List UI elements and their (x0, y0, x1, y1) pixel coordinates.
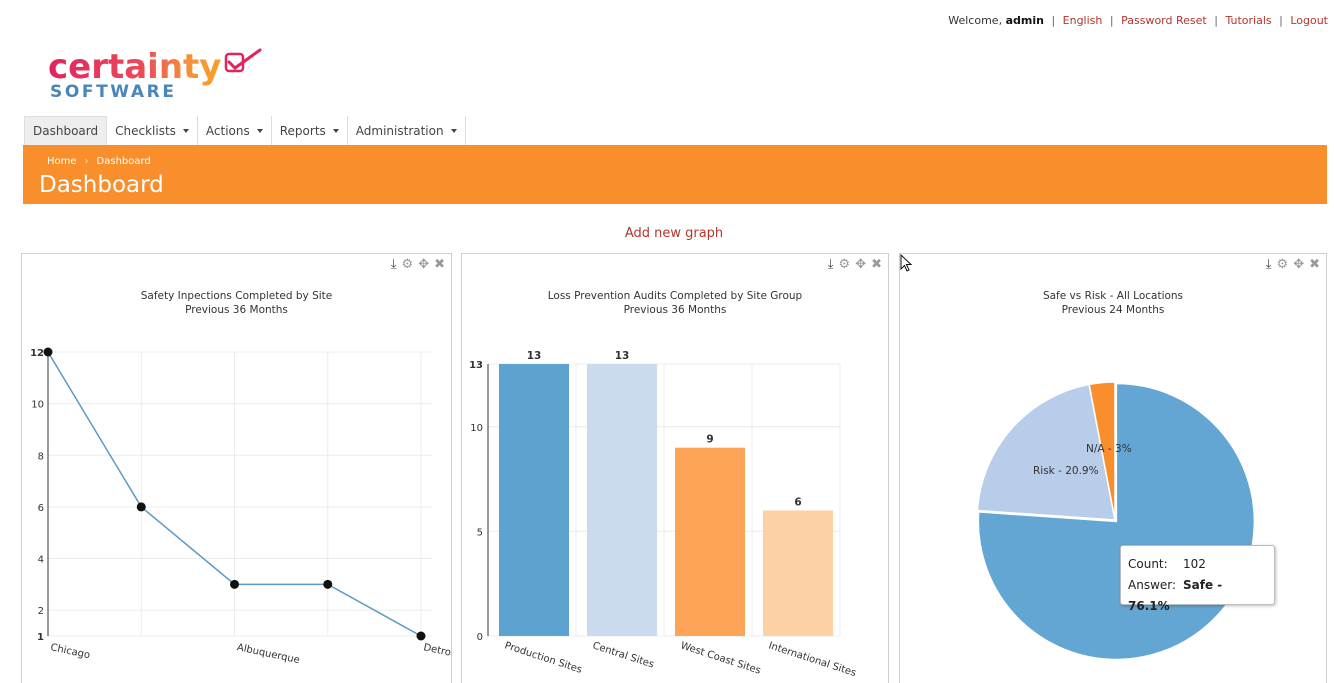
nav-administration[interactable]: Administration (347, 116, 466, 145)
x-tick-label: West Coast Sites (679, 640, 762, 676)
breadcrumb-current: Dashboard (96, 156, 151, 167)
bar-value-label: 9 (706, 434, 713, 446)
y-tick-label: 13 (469, 360, 483, 371)
breadcrumb-separator-icon: › (84, 156, 89, 167)
download-icon[interactable]: ⤓ (390, 257, 397, 272)
y-tick-label: 1 (37, 632, 44, 643)
pie-label-na: N/A - 3% (1086, 443, 1132, 455)
bar (587, 364, 657, 636)
nav-dashboard[interactable]: Dashboard (24, 116, 108, 145)
x-tick-label: Chicago (49, 642, 91, 661)
pie-slice (1088, 381, 1116, 521)
welcome-text: Welcome, admin (948, 14, 1044, 27)
move-icon[interactable]: ✥ (855, 257, 867, 272)
bar-chart: 0 5 10 13 13 Production Sites 13 Central Sites 9… (469, 350, 857, 679)
move-icon[interactable]: ✥ (418, 257, 430, 272)
tooltip-count-value: 102 (1183, 557, 1206, 571)
caret-down-icon (256, 128, 263, 133)
bar (675, 447, 745, 636)
bar-value-label: 6 (794, 496, 801, 508)
move-icon[interactable]: ✥ (1293, 257, 1305, 272)
x-tick-label: Central Sites (591, 640, 655, 670)
pie-label-risk: Risk - 20.9% (1033, 465, 1099, 477)
language-link[interactable]: English (1062, 14, 1103, 27)
page-title: Dashboard (39, 172, 164, 198)
mouse-cursor-icon (900, 254, 912, 272)
x-tick-label: Production Sites (503, 640, 583, 675)
tutorials-link[interactable]: Tutorials (1225, 14, 1272, 27)
chart-panel-safety-inspections: ⤓ ⚙ ✥ ✖ Safety Inpections Completed by S… (21, 253, 452, 683)
logout-link[interactable]: Logout (1290, 14, 1328, 27)
bar-value-label: 13 (615, 350, 630, 362)
logo-subtitle: SOFTWARE (50, 82, 177, 102)
chart-title: Safe vs Risk - All Locations Previous 24 … (1042, 290, 1184, 316)
data-point (136, 502, 146, 512)
settings-icon[interactable]: ⚙ (401, 257, 414, 272)
nav-reports[interactable]: Reports (271, 116, 348, 145)
y-tick-label: 4 (38, 555, 44, 566)
tooltip-count-label: Count: (1128, 557, 1168, 571)
caret-down-icon (332, 128, 339, 133)
bar (499, 364, 569, 636)
nav-actions[interactable]: Actions (197, 116, 272, 145)
download-icon[interactable]: ⤓ (1265, 257, 1272, 272)
logo-graphic: certainty (48, 47, 262, 87)
chart-panel-loss-prevention: ⤓ ⚙ ✥ ✖ Loss Prevention Audits Completed… (461, 253, 889, 683)
password-reset-link[interactable]: Password Reset (1121, 14, 1207, 27)
pie-slice (976, 383, 1116, 521)
x-tick-label: Detro (422, 642, 451, 659)
close-icon[interactable]: ✖ (434, 257, 445, 272)
bar (763, 510, 833, 636)
add-new-graph-link[interactable]: Add new graph (624, 226, 724, 241)
panel-toolbar: ⤓ ⚙ ✥ ✖ (1266, 257, 1320, 273)
tooltip-answer-value: Safe - 76.1% (1128, 578, 1223, 613)
chart-panel-safe-vs-risk: ⤓ ⚙ ✥ ✖ Safe vs Risk - All Locations Prev… (899, 253, 1327, 683)
download-icon[interactable]: ⤓ (827, 257, 834, 272)
page-header-banner: Home › Dashboard Dashboard (23, 145, 1327, 204)
chart-title: Loss Prevention Audits Completed by Site… (547, 290, 803, 316)
data-point (230, 579, 239, 589)
tooltip-answer-label: Answer: (1128, 578, 1177, 592)
nav-checklists[interactable]: Checklists (107, 116, 198, 145)
y-tick-label: 5 (477, 527, 483, 538)
bar-value-label: 13 (527, 350, 542, 362)
close-icon[interactable]: ✖ (1309, 257, 1320, 272)
settings-icon[interactable]: ⚙ (838, 257, 851, 272)
y-tick-label: 10 (470, 423, 483, 434)
panel-toolbar: ⤓ ⚙ ✥ ✖ (828, 257, 882, 273)
y-tick-label: 2 (38, 606, 44, 617)
y-tick-label: 8 (38, 451, 44, 462)
y-tick-label: 10 (31, 400, 44, 411)
pie-chart: Risk - 20.9% N/A - 3% (976, 381, 1256, 661)
y-tick-label: 12 (30, 348, 44, 359)
data-point (323, 579, 333, 589)
breadcrumb: Home › Dashboard (47, 156, 151, 167)
caret-down-icon (182, 128, 189, 133)
data-point (416, 631, 426, 641)
x-tick-label: International Sites (767, 640, 857, 679)
main-nav: Dashboard Checklists Actions Reports Adm… (24, 116, 466, 145)
breadcrumb-home[interactable]: Home (47, 156, 77, 167)
certainty-logo[interactable]: certainty SOFTWARE (48, 42, 268, 106)
top-bar: Welcome, admin | English | Password Rese… (948, 14, 1328, 27)
settings-icon[interactable]: ⚙ (1276, 257, 1289, 272)
caret-down-icon (450, 128, 457, 133)
close-icon[interactable]: ✖ (871, 257, 882, 272)
chart-tooltip: Count: 102 Answer: Safe - 76.1% (1120, 545, 1275, 613)
data-point (43, 347, 53, 357)
y-tick-label: 6 (38, 503, 44, 514)
chart-title: Safety Inpections Completed by Site Previ… (140, 290, 333, 316)
x-tick-label: Albuquerque (236, 642, 301, 666)
logo-word: certainty (48, 47, 221, 87)
panel-toolbar: ⤓ ⚙ ✥ ✖ (391, 257, 445, 273)
y-tick-label: 0 (477, 632, 483, 643)
